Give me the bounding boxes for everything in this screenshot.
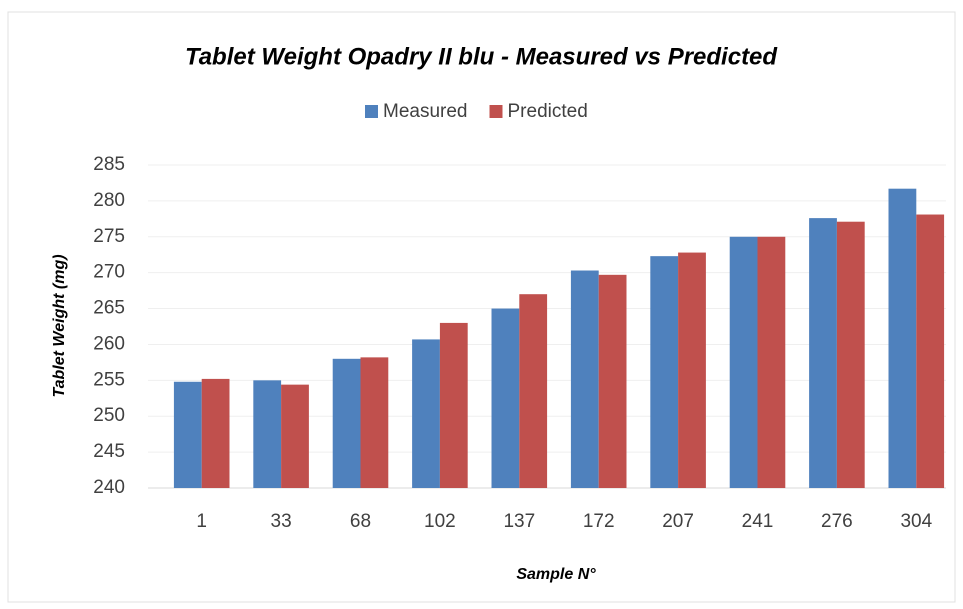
bar [439,322,468,488]
x-tick-label: 207 [662,511,694,532]
y-tick-label: 285 [93,154,125,175]
y-tick-label: 265 [93,298,125,319]
x-tick-label: 1 [196,511,207,532]
bar [809,218,837,489]
bar [201,378,230,488]
bar [757,236,786,488]
bar [836,221,865,488]
y-tick-label: 270 [93,262,125,283]
bar [519,294,548,488]
y-tick-label: 280 [93,190,125,211]
bar [678,252,706,488]
bar [729,236,758,488]
x-tick-label: 33 [271,511,292,532]
bar [570,270,599,488]
bar [888,188,917,489]
x-tick-label: 68 [350,511,371,532]
bar [598,274,627,488]
chart-border [7,11,956,603]
chart-title: Tablet Weight Opadry II blu - Measured v… [185,43,778,70]
bar [412,339,440,488]
bar [281,384,309,488]
bar [360,357,389,488]
legend-label: Measured [383,101,468,122]
y-tick-label: 240 [93,477,125,498]
y-axis-title: Tablet Weight (mg) [51,254,68,397]
x-tick-label: 241 [742,511,774,532]
x-tick-label: 304 [900,511,932,532]
y-tick-label: 260 [93,333,125,354]
x-tick-label: 137 [503,511,535,532]
x-axis-title: Sample N° [516,566,596,583]
y-tick-label: 275 [93,226,125,247]
x-tick-label: 276 [821,511,853,532]
bar [253,380,282,488]
x-tick-label: 102 [424,511,456,532]
bar [332,358,361,488]
legend-swatch [489,105,503,118]
x-tick-label: 172 [583,511,615,532]
y-tick-label: 245 [93,441,125,462]
bar [650,256,679,488]
y-tick-label: 255 [93,369,125,390]
bar [173,381,202,488]
legend-swatch [365,105,378,118]
legend-label: Predicted [508,101,588,122]
bar [916,214,945,488]
y-tick-label: 250 [93,405,125,426]
bar [491,308,520,488]
